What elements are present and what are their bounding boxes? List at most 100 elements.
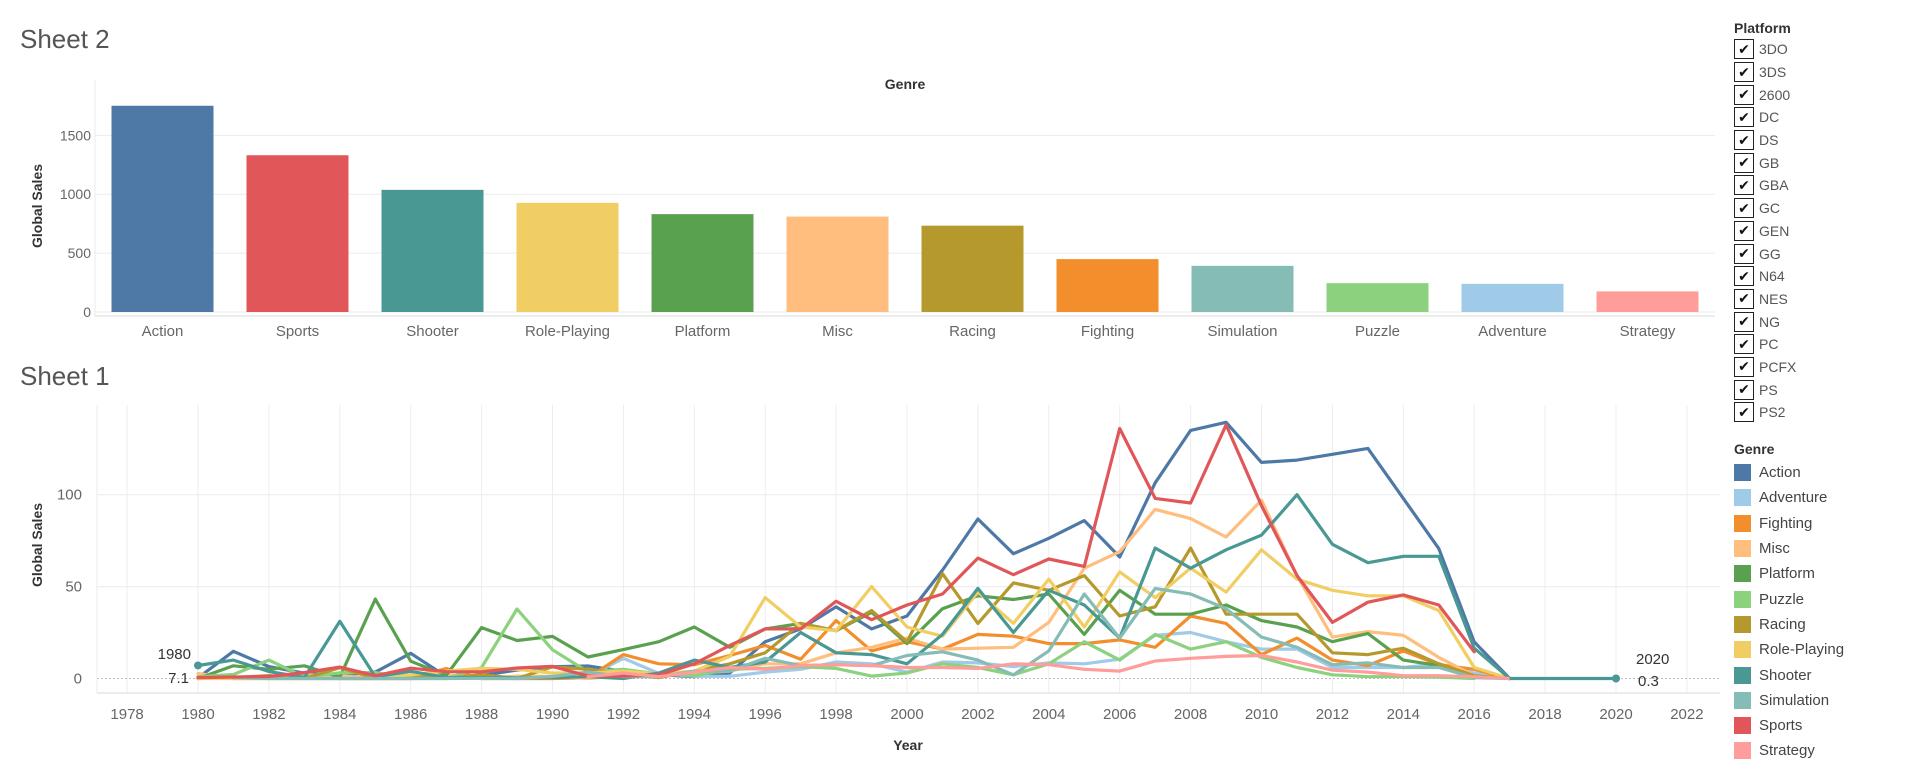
bar-action[interactable]	[111, 105, 214, 312]
legend-item-misc[interactable]: Misc	[1734, 536, 1904, 561]
checkbox-checked-icon[interactable]: ✔	[1734, 402, 1754, 423]
annotation-value-label: 7.1	[168, 670, 189, 687]
checkbox-checked-icon[interactable]: ✔	[1734, 356, 1754, 377]
line-chart[interactable]: Year Global Sales 1978 1980 1982 1984 1986 1988…	[29, 405, 1720, 753]
legend-item-puzzle[interactable]: Puzzle	[1734, 586, 1904, 611]
legend-label: Adventure	[1759, 489, 1828, 507]
legend-label: Shooter	[1759, 666, 1812, 684]
series-line-action[interactable]	[196, 420, 1512, 681]
legend-swatch	[1734, 717, 1751, 735]
bar-y-tick-label: 1000	[60, 186, 91, 202]
checkbox-checked-icon[interactable]: ✔	[1734, 288, 1754, 309]
checkbox-checked-icon[interactable]: ✔	[1734, 311, 1754, 332]
platform-option-gg[interactable]: ✔ GG	[1734, 242, 1854, 265]
legend-item-racing[interactable]: Racing	[1734, 612, 1904, 637]
platform-option-ng[interactable]: ✔ NG	[1734, 310, 1854, 333]
legend-item-shooter[interactable]: Shooter	[1734, 662, 1904, 687]
platform-option-label: 2600	[1759, 86, 1791, 103]
legend-item-role-playing[interactable]: Role-Playing	[1734, 637, 1904, 662]
line-x-tick-label: 2004	[1032, 706, 1065, 723]
legend-item-action[interactable]: Action	[1734, 460, 1904, 485]
line-x-tick-label: 1984	[323, 706, 356, 723]
legend-swatch	[1734, 565, 1751, 583]
bar-racing[interactable]	[921, 225, 1024, 312]
bar-role-playing[interactable]	[516, 202, 619, 312]
line-x-tick-label: 1980	[181, 706, 214, 723]
bar-chart[interactable]: Genre Global Sales 0 500 1000 1500 Action Sport…	[29, 76, 1715, 340]
legend-item-fighting[interactable]: Fighting	[1734, 511, 1904, 536]
legend-label: Action	[1759, 464, 1801, 482]
platform-option-n64[interactable]: ✔ N64	[1734, 265, 1854, 288]
platform-option-gc[interactable]: ✔ GC	[1734, 197, 1854, 220]
legend-item-platform[interactable]: Platform	[1734, 561, 1904, 586]
platform-option-2600[interactable]: ✔ 2600	[1734, 83, 1854, 106]
bar-shooter[interactable]	[381, 189, 484, 312]
line-x-axis-label: Year	[893, 737, 923, 753]
platform-option-ps[interactable]: ✔ PS	[1734, 378, 1854, 401]
series-line-strategy[interactable]	[586, 653, 1512, 681]
checkbox-checked-icon[interactable]: ✔	[1734, 266, 1754, 287]
bar-fighting[interactable]	[1056, 259, 1159, 312]
platform-option-dc[interactable]: ✔ DC	[1734, 106, 1854, 129]
checkbox-checked-icon[interactable]: ✔	[1734, 84, 1754, 105]
bar-puzzle[interactable]	[1326, 283, 1429, 312]
legend-swatch	[1734, 464, 1751, 482]
series-line-shooter[interactable]	[196, 493, 1512, 681]
checkbox-checked-icon[interactable]: ✔	[1734, 152, 1754, 173]
platform-option-gen[interactable]: ✔ GEN	[1734, 220, 1854, 243]
bar-chart-title: Genre	[885, 76, 926, 92]
bar-platform[interactable]	[651, 214, 754, 312]
bar-strategy[interactable]	[1596, 291, 1699, 312]
legend-item-strategy[interactable]: Strategy	[1734, 738, 1904, 763]
platform-option-3ds[interactable]: ✔ 3DS	[1734, 61, 1854, 84]
platform-option-3do[interactable]: ✔ 3DO	[1734, 38, 1854, 61]
bar-x-tick-label: Sports	[276, 323, 319, 340]
line-x-tick-label: 2022	[1670, 706, 1703, 723]
platform-option-gb[interactable]: ✔ GB	[1734, 151, 1854, 174]
legend-item-adventure[interactable]: Adventure	[1734, 485, 1904, 510]
platform-option-label: NG	[1759, 313, 1780, 330]
platform-option-label: GEN	[1759, 222, 1790, 239]
bar-x-tick-label: Action	[142, 323, 184, 340]
line-x-tick-label: 2018	[1528, 706, 1561, 723]
checkbox-checked-icon[interactable]: ✔	[1734, 62, 1754, 83]
series-line-role-playing[interactable]	[196, 548, 1512, 681]
platform-option-nes[interactable]: ✔ NES	[1734, 288, 1854, 311]
bar-simulation[interactable]	[1191, 265, 1294, 312]
series-line-misc[interactable]	[196, 498, 1512, 681]
platform-option-label: PCFX	[1759, 358, 1797, 375]
platform-option-ps2[interactable]: ✔ PS2	[1734, 401, 1854, 424]
checkbox-checked-icon[interactable]: ✔	[1734, 220, 1754, 241]
line-y-tick-label: 50	[65, 579, 82, 596]
platform-option-pc[interactable]: ✔ PC	[1734, 333, 1854, 356]
annotation-point[interactable]	[194, 661, 202, 670]
annotation-point[interactable]	[1612, 674, 1620, 683]
legend-swatch	[1734, 590, 1751, 608]
checkbox-checked-icon[interactable]: ✔	[1734, 39, 1754, 60]
checkbox-checked-icon[interactable]: ✔	[1734, 334, 1754, 355]
platform-option-label: GBA	[1759, 177, 1789, 194]
checkbox-checked-icon[interactable]: ✔	[1734, 107, 1754, 128]
genre-legend: Genre Action Adventure Fighting Misc Platfor…	[1734, 438, 1904, 764]
bar-misc[interactable]	[786, 216, 889, 312]
line-x-tick-label: 2002	[961, 706, 994, 723]
checkbox-checked-icon[interactable]: ✔	[1734, 379, 1754, 400]
legend-item-simulation[interactable]: Simulation	[1734, 688, 1904, 713]
legend-swatch	[1734, 641, 1751, 659]
bar-adventure[interactable]	[1461, 283, 1564, 312]
legend-item-sports[interactable]: Sports	[1734, 713, 1904, 738]
checkbox-checked-icon[interactable]: ✔	[1734, 175, 1754, 196]
platform-option-ds[interactable]: ✔ DS	[1734, 129, 1854, 152]
platform-option-label: 3DS	[1759, 64, 1787, 81]
series-line-fighting[interactable]	[196, 614, 1512, 681]
series-line-sports[interactable]	[196, 423, 1476, 680]
platform-filter-list[interactable]: ✔ 3DO ✔ 3DS ✔ 2600 ✔ DC ✔ DS ✔ GB ✔ GBA ✔ GC ✔ GEN ✔ GG ✔ N64…	[1734, 38, 1854, 426]
platform-option-pcfx[interactable]: ✔ PCFX	[1734, 356, 1854, 379]
genre-legend-title: Genre	[1734, 441, 1775, 457]
platform-option-gba[interactable]: ✔ GBA	[1734, 174, 1854, 197]
bar-x-tick-label: Platform	[675, 323, 731, 340]
bar-sports[interactable]	[246, 155, 349, 312]
checkbox-checked-icon[interactable]: ✔	[1734, 130, 1754, 151]
checkbox-checked-icon[interactable]: ✔	[1734, 198, 1754, 219]
checkbox-checked-icon[interactable]: ✔	[1734, 243, 1754, 264]
